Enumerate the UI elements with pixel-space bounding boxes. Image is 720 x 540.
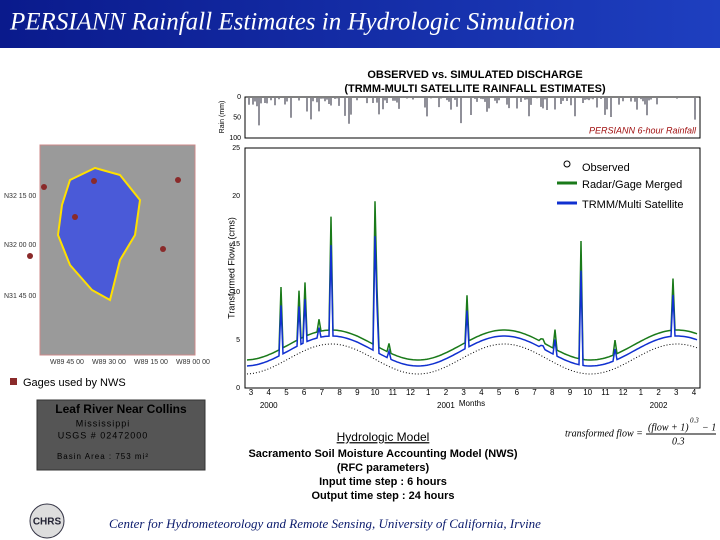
gage-legend: Gages used by NWS: [23, 377, 126, 389]
gage: [91, 178, 97, 184]
month-label: 11: [601, 388, 610, 397]
formula-lhs: transformed flow =: [565, 428, 643, 439]
x-axis-label: Months: [459, 399, 485, 408]
gage: [175, 177, 181, 183]
month-label: 5: [284, 388, 289, 397]
month-label: 3: [674, 388, 679, 397]
formula-numerator: (flow + 1): [648, 422, 689, 433]
basin-name: Leaf River Near Collins: [55, 402, 187, 416]
flow-tick-label: 5: [236, 337, 240, 344]
flow-tick-label: 0: [236, 385, 240, 392]
flow-axes: [244, 147, 701, 389]
month-label: 1: [639, 388, 644, 397]
formula-minus: − 1: [702, 422, 716, 433]
lat-label: N31 45 00: [4, 293, 36, 300]
flow-tick-label: 25: [232, 145, 240, 152]
rain-series-label: PERSIANN 6-hour Rainfall: [589, 125, 697, 135]
basin-box: [36, 399, 206, 471]
model-line: Input time step : 6 hours: [319, 476, 447, 488]
month-label: 6: [515, 388, 520, 397]
plot-title: (TRMM-MULTI SATELLITE RAINFALL ESTIMATES…: [344, 83, 606, 95]
legend-marker: [563, 160, 571, 168]
lat-label: N32 15 00: [4, 193, 36, 200]
month-label: 11: [389, 388, 398, 397]
flow-tick-label: 10: [232, 289, 240, 296]
legend-label: TRMM/Multi Satellite: [582, 199, 683, 211]
flow-tick-label: 15: [232, 241, 240, 248]
title-bar: [0, 0, 720, 48]
month-label: 9: [355, 388, 360, 397]
month-label: 8: [337, 388, 342, 397]
map-frame: [39, 144, 196, 356]
flow-axis-label: Transformed Flows (cms): [226, 217, 236, 319]
month-label: 10: [583, 388, 592, 397]
rain-tick-label: 100: [229, 135, 241, 142]
formula-exponent: 0.3: [690, 417, 699, 425]
month-label: 8: [550, 388, 555, 397]
gage: [27, 253, 33, 259]
basin-state: Mississippi: [76, 418, 131, 428]
rain-tick-label: 50: [233, 114, 241, 121]
month-label: 9: [568, 388, 573, 397]
gage: [72, 214, 78, 220]
rain-tick-label: 0: [237, 94, 241, 101]
month-label: 3: [461, 388, 466, 397]
model-line: (RFC parameters): [337, 462, 430, 474]
gage-legend-marker: [10, 378, 17, 385]
lon-label: W89 45 00: [50, 359, 84, 366]
model-line: Output time step : 24 hours: [311, 490, 454, 502]
month-label: 12: [619, 388, 628, 397]
lat-label: N32 00 00: [4, 242, 36, 249]
model-heading: Hydrologic Model: [337, 430, 430, 444]
month-label: 7: [320, 388, 325, 397]
month-label: 3: [249, 388, 254, 397]
slide-title: PERSIANN Rainfall Estimates in Hydrologi…: [9, 9, 575, 36]
month-label: 1: [426, 388, 431, 397]
month-label: 6: [302, 388, 307, 397]
month-label: 2: [656, 388, 661, 397]
legend-label: Observed: [582, 162, 630, 174]
plot-title: OBSERVED vs. SIMULATED DISCHARGE: [367, 69, 582, 81]
basin-usgs: USGS # 02472000: [58, 430, 149, 440]
rain-axis-label: Rain (mm): [219, 101, 226, 134]
month-label: 10: [371, 388, 380, 397]
merged-flow: [246, 201, 698, 361]
month-label: 4: [692, 388, 697, 397]
logo-text: CHRS: [33, 517, 62, 528]
gage: [160, 246, 166, 252]
formula-denominator: 0.3: [672, 436, 685, 447]
watershed: [56, 166, 142, 302]
lon-label: W89 00 00: [176, 359, 210, 366]
flow-tick-label: 20: [232, 193, 240, 200]
footer: Center for Hydrometeorology and Remote S…: [109, 516, 541, 531]
rain-axes: [244, 96, 701, 139]
legend: Observed Radar/Gage Merged TRMM/Multi Sa…: [557, 160, 683, 211]
month-label: 5: [497, 388, 502, 397]
month-label: 2: [444, 388, 449, 397]
basin-area: Basin Area : 753 mi²: [57, 452, 149, 461]
year-label: 2000: [260, 401, 278, 410]
year-label: 2001: [437, 401, 455, 410]
year-label: 2002: [650, 401, 668, 410]
logo: [29, 503, 65, 539]
observed-flow: [246, 343, 698, 375]
gages: [27, 177, 181, 259]
gage: [41, 184, 47, 190]
month-label: 7: [532, 388, 537, 397]
month-label: 4: [266, 388, 271, 397]
model-line: Sacramento Soil Moisture Accounting Mode…: [248, 448, 517, 460]
satellite-flow: [246, 236, 698, 367]
lon-label: W89 15 00: [134, 359, 168, 366]
month-label: 4: [479, 388, 484, 397]
lon-label: W89 30 00: [92, 359, 126, 366]
legend-label: Radar/Gage Merged: [582, 179, 682, 191]
month-label: 12: [406, 388, 415, 397]
